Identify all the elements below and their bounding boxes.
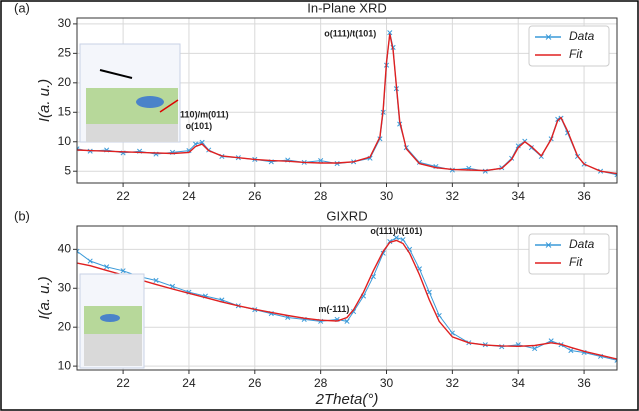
x-tick-label: 30: [380, 376, 394, 390]
chart-title: In-Plane XRD: [307, 0, 386, 15]
panel-label: (b): [14, 208, 30, 223]
y-tick-label: 30: [58, 16, 72, 30]
x-tick-label: 28: [314, 189, 328, 203]
legend-label: Fit: [569, 47, 583, 61]
inset-arrow: [99, 69, 133, 79]
panel: 22 24 26 28 30 32 34 36 5 10 15 20 25 30 In-Plane XRD (…: [14, 0, 618, 203]
y-tick-label: 10: [58, 134, 72, 148]
annotation: o(101): [186, 121, 213, 131]
legend-marker: [545, 34, 552, 40]
x-tick-label: 22: [116, 376, 130, 390]
x-tick-label: 32: [446, 376, 460, 390]
data-marker: [515, 143, 521, 149]
y-tick-label: 40: [58, 242, 72, 256]
y-tick-label: 5: [64, 163, 71, 177]
y-tick-label: 25: [58, 46, 72, 60]
data-marker: [532, 346, 538, 352]
panel-label: (a): [14, 0, 30, 15]
annotation: o(111)/t(101): [370, 226, 422, 236]
data-marker: [426, 289, 432, 295]
x-tick-label: 34: [512, 189, 526, 203]
x-tick-label: 36: [577, 189, 591, 203]
chart-title: GIXRD: [326, 208, 367, 223]
legend-label: Data: [569, 29, 595, 43]
x-tick-label: 30: [380, 189, 394, 203]
data-marker: [318, 158, 324, 164]
x-tick-label: 36: [577, 376, 591, 390]
data-marker: [387, 239, 393, 245]
inset-film: [86, 88, 178, 124]
legend-label: Fit: [569, 255, 583, 269]
y-axis-label: I(a. u.): [36, 79, 53, 122]
x-tick-label: 26: [248, 189, 262, 203]
y-tick-label: 20: [58, 319, 72, 333]
data-marker: [199, 139, 205, 145]
axes-frame: [76, 17, 618, 184]
inset-b: [79, 273, 145, 369]
data-marker: [555, 116, 561, 122]
x-tick-label: 32: [446, 189, 460, 203]
fit-line: [77, 33, 617, 175]
data-marker: [153, 277, 159, 284]
fit-line: [77, 239, 617, 360]
annotation: m(-111): [318, 304, 349, 314]
x-tick-label: 24: [182, 189, 196, 203]
inset-beam: [136, 96, 164, 108]
plot-area: [77, 30, 617, 178]
x-tick-label: 26: [248, 376, 262, 390]
data-marker: [568, 347, 574, 354]
legend-label: Data: [569, 237, 595, 251]
y-tick-label: 10: [58, 358, 72, 372]
annotation: o(111)/t(101): [324, 28, 376, 38]
inset-a: [79, 43, 181, 143]
data-marker: [548, 338, 554, 344]
axes-frame: [76, 225, 618, 371]
data-marker: [77, 248, 80, 254]
data-marker: [351, 309, 357, 315]
data-marker: [104, 264, 110, 270]
x-tick-label: 28: [314, 376, 328, 390]
inset-arrow: [159, 99, 179, 113]
data-marker: [387, 30, 393, 36]
panel: 22 24 26 28 30 32 34 36 10 20 30 40 GIXRD (b) I(a. u.)…: [14, 208, 618, 408]
data-marker: [87, 258, 93, 264]
inset-substrate: [86, 124, 178, 142]
data-marker: [169, 283, 176, 289]
x-tick-label: 34: [512, 376, 526, 390]
y-tick-label: 30: [58, 280, 72, 294]
annotation: m(110)/m(011): [169, 110, 229, 120]
x-tick-label: 22: [116, 189, 130, 203]
inset-beam: [100, 314, 120, 322]
y-tick-label: 15: [58, 104, 72, 118]
data-marker: [393, 235, 399, 241]
x-axis-label: 2Theta(°): [315, 391, 379, 408]
inset-substrate: [84, 334, 142, 366]
y-tick-label: 20: [58, 75, 72, 89]
data-marker: [344, 318, 350, 324]
y-axis-label: I(a. u.): [36, 276, 53, 319]
data-marker: [400, 237, 406, 243]
x-tick-label: 24: [182, 376, 196, 390]
plots: 22 24 26 28 30 32 34 36 5 10 15 20 25 30 In-Plane XRD (…: [14, 0, 618, 408]
legend-marker: [545, 242, 552, 248]
data-marker: [120, 268, 126, 274]
